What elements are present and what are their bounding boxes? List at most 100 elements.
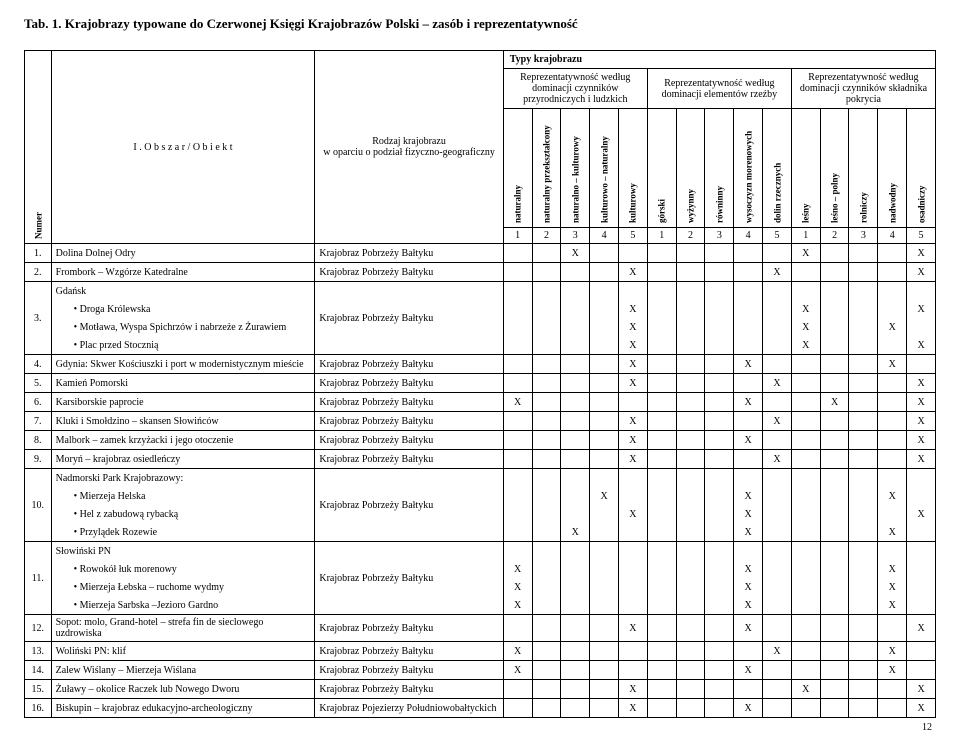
x-cell	[878, 699, 907, 718]
x-cell	[791, 578, 820, 596]
row-object: Kluki i Smołdzino – skansen Słowińców	[51, 412, 315, 431]
col-index: 5	[907, 228, 936, 244]
col-numer: Numer	[25, 51, 52, 244]
x-cell: X	[907, 699, 936, 718]
x-cell	[849, 318, 878, 336]
x-cell: X	[503, 661, 532, 680]
row-number: 5.	[25, 374, 52, 393]
x-cell	[618, 642, 647, 661]
x-cell	[705, 578, 734, 596]
row-subobject: • Mierzeja Łebska – ruchome wydmy	[51, 578, 315, 596]
x-cell	[590, 542, 619, 561]
x-cell	[647, 263, 676, 282]
x-cell	[878, 469, 907, 488]
x-cell	[676, 487, 705, 505]
row-subobject: • Motława, Wyspa Spichrzów i nabrzeże z …	[51, 318, 315, 336]
x-cell: X	[734, 523, 763, 542]
x-cell	[532, 318, 561, 336]
x-cell	[590, 336, 619, 355]
x-cell	[561, 355, 590, 374]
x-cell	[791, 699, 820, 718]
x-cell	[618, 487, 647, 505]
row-number: 15.	[25, 680, 52, 699]
x-cell	[820, 661, 849, 680]
x-cell	[763, 680, 792, 699]
x-cell	[590, 431, 619, 450]
x-cell: X	[878, 560, 907, 578]
col-index: 5	[618, 228, 647, 244]
row-rodzaj: Krajobraz Pojezierzy Południowobałtyckic…	[315, 699, 503, 718]
x-cell	[532, 699, 561, 718]
x-cell: X	[618, 431, 647, 450]
x-cell: X	[878, 523, 907, 542]
x-cell	[561, 393, 590, 412]
x-cell	[907, 523, 936, 542]
x-cell: X	[878, 596, 907, 615]
x-cell	[590, 661, 619, 680]
col-index: 4	[734, 228, 763, 244]
row-rodzaj: Krajobraz Pobrzeży Bałtyku	[315, 431, 503, 450]
x-cell	[791, 393, 820, 412]
x-cell	[820, 642, 849, 661]
x-cell	[561, 615, 590, 642]
x-cell	[705, 642, 734, 661]
x-cell: X	[907, 450, 936, 469]
x-cell	[647, 596, 676, 615]
x-cell: X	[791, 318, 820, 336]
x-cell	[791, 487, 820, 505]
x-cell	[907, 318, 936, 336]
x-cell: X	[878, 578, 907, 596]
x-cell	[734, 680, 763, 699]
row-object: Woliński PN: klif	[51, 642, 315, 661]
x-cell	[590, 699, 619, 718]
x-cell: X	[907, 336, 936, 355]
col-index: 3	[849, 228, 878, 244]
x-cell	[820, 355, 849, 374]
x-cell: X	[503, 596, 532, 615]
x-cell	[705, 318, 734, 336]
x-cell	[676, 374, 705, 393]
x-cell	[907, 282, 936, 301]
x-cell	[734, 282, 763, 301]
x-cell: X	[878, 661, 907, 680]
x-cell	[849, 542, 878, 561]
x-cell	[676, 431, 705, 450]
x-cell	[791, 523, 820, 542]
x-cell	[878, 431, 907, 450]
x-cell	[590, 523, 619, 542]
col-index: 2	[532, 228, 561, 244]
x-cell	[676, 505, 705, 523]
x-cell	[820, 374, 849, 393]
x-cell	[763, 393, 792, 412]
x-cell	[820, 282, 849, 301]
row-subobject: • Plac przed Stocznią	[51, 336, 315, 355]
x-cell: X	[907, 263, 936, 282]
x-cell	[705, 596, 734, 615]
x-cell	[705, 431, 734, 450]
x-cell	[878, 680, 907, 699]
row-number: 9.	[25, 450, 52, 469]
x-cell	[763, 487, 792, 505]
x-cell	[763, 615, 792, 642]
x-cell	[532, 355, 561, 374]
x-cell	[907, 487, 936, 505]
x-cell	[878, 263, 907, 282]
x-cell	[590, 450, 619, 469]
x-cell	[561, 282, 590, 301]
x-cell	[878, 505, 907, 523]
x-cell	[532, 523, 561, 542]
row-subobject: • Droga Królewska	[51, 300, 315, 318]
col-index: 3	[705, 228, 734, 244]
x-cell	[705, 336, 734, 355]
x-cell	[878, 615, 907, 642]
col-label: naturalny	[503, 109, 532, 228]
x-cell: X	[618, 263, 647, 282]
x-cell: X	[618, 450, 647, 469]
x-cell	[676, 244, 705, 263]
x-cell	[820, 244, 849, 263]
x-cell	[532, 505, 561, 523]
x-cell	[676, 560, 705, 578]
col-label: naturalno – kulturowy	[561, 109, 590, 228]
x-cell	[618, 282, 647, 301]
x-cell	[734, 374, 763, 393]
